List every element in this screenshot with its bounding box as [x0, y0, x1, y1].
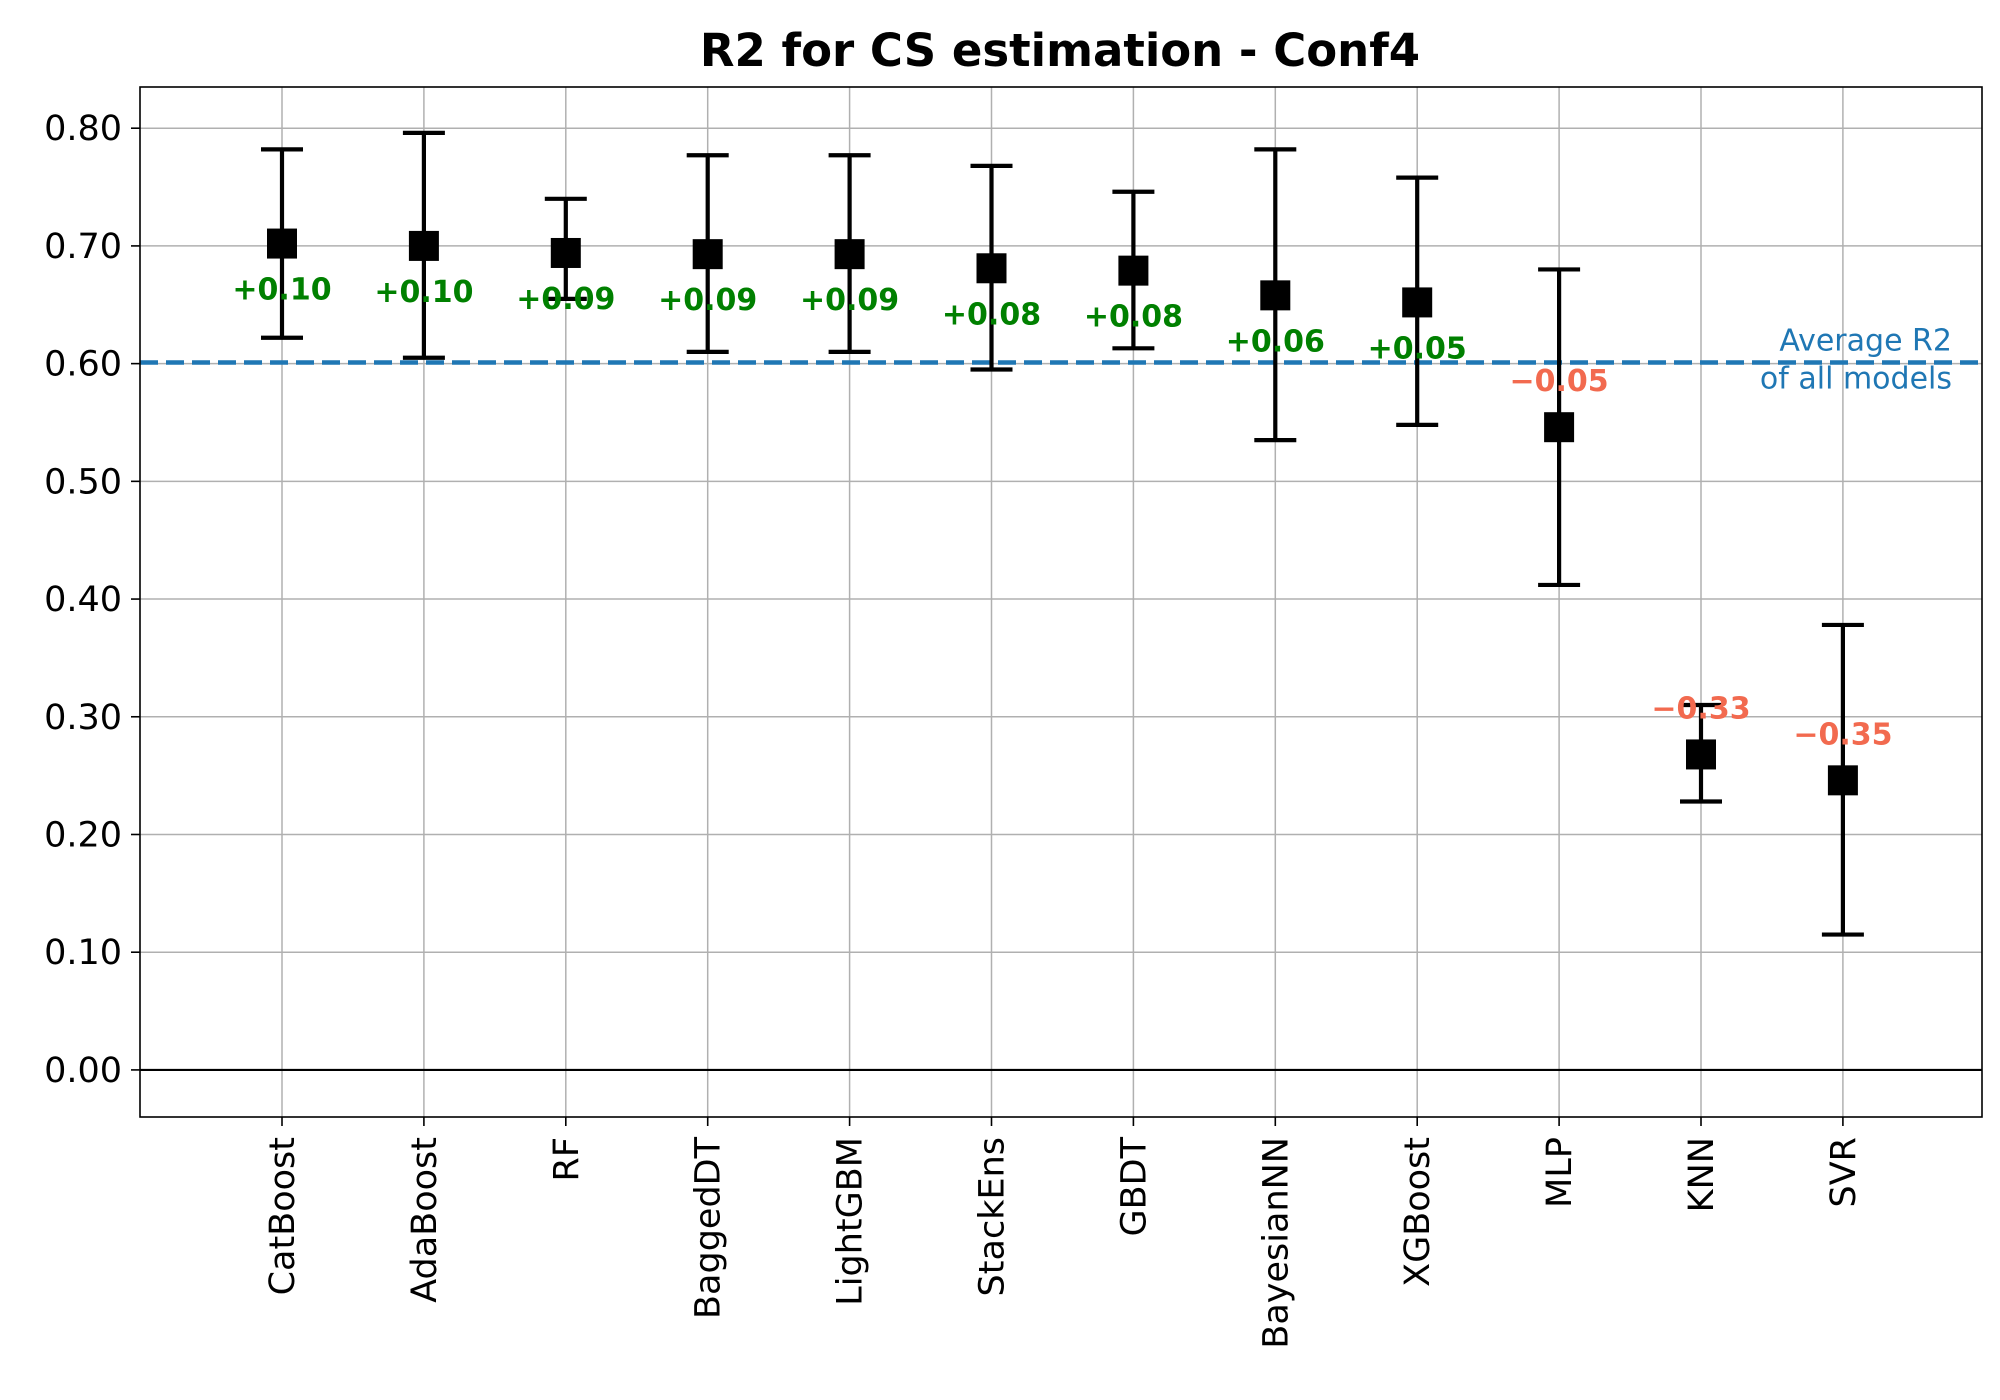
delta-label: −0.33 [1651, 691, 1750, 726]
x-tick-label: AdaBoost [405, 1137, 445, 1303]
x-tick-layer: CatBoost AdaBoost RF BaggedDT LightGBM StackE… [263, 1117, 1864, 1349]
delta-label: +0.08 [1084, 300, 1183, 335]
delta-label: +0.10 [232, 273, 331, 308]
y-tick-label: 0.50 [44, 462, 122, 502]
y-tick-label: 0.80 [44, 109, 122, 149]
delta-label: +0.09 [516, 282, 615, 317]
mean-marker [1544, 412, 1575, 443]
y-tick-label: 0.20 [44, 815, 122, 855]
mean-marker [1827, 765, 1858, 796]
mean-marker [1118, 255, 1149, 286]
delta-label-layer: +0.10 +0.10 +0.09 +0.09 +0.09 +0.08 +0.08 +0.06… [232, 273, 1892, 753]
mean-marker [267, 228, 297, 259]
mean-marker [692, 239, 723, 270]
mean-marker [1402, 287, 1433, 318]
delta-label: +0.05 [1368, 331, 1467, 366]
y-tick-label: 0.30 [44, 698, 122, 738]
average-label-line2: of all models [1760, 361, 1952, 396]
mean-marker [834, 239, 865, 270]
x-tick-label: GBDT [1114, 1136, 1154, 1236]
y-tick-label: 0.10 [44, 933, 122, 973]
delta-label: +0.09 [800, 283, 899, 318]
x-tick-label: XGBoost [1398, 1137, 1438, 1287]
delta-label: +0.10 [374, 275, 473, 310]
x-tick-label: BaggedDT [689, 1136, 729, 1319]
delta-label: +0.08 [942, 297, 1041, 332]
y-tick-label: 0.00 [44, 1051, 122, 1091]
y-tick-label: 0.70 [44, 227, 122, 267]
delta-label: +0.09 [658, 283, 757, 318]
x-tick-label: LightGBM [831, 1137, 871, 1306]
delta-label: −0.05 [1510, 364, 1609, 399]
x-tick-label: StackEns [973, 1137, 1013, 1296]
y-tick-label: 0.60 [44, 345, 122, 385]
x-tick-label: KNN [1682, 1137, 1722, 1212]
x-tick-label: MLP [1540, 1137, 1580, 1208]
delta-label: −0.35 [1793, 717, 1892, 752]
mean-marker [1686, 739, 1716, 770]
chart-title: R2 for CS estimation - Conf4 [700, 24, 1420, 77]
x-tick-label: CatBoost [263, 1137, 303, 1295]
delta-label: +0.06 [1226, 324, 1325, 359]
mean-marker [976, 253, 1007, 284]
average-label-line1: Average R2 [1779, 323, 1952, 358]
y-tick-label: 0.40 [44, 580, 122, 620]
marker-layer [267, 228, 1858, 796]
mean-marker [408, 230, 439, 261]
y-tick-layer: 0.00 0.10 0.20 0.30 0.40 0.50 0.60 0.70 0.80 [44, 109, 140, 1091]
x-tick-label: SVR [1824, 1137, 1864, 1207]
x-tick-label: BayesianNN [1256, 1137, 1296, 1349]
error-bar-layer [261, 130, 1864, 937]
plot-frame [139, 86, 1983, 1118]
mean-marker [550, 237, 581, 268]
mean-marker [1260, 280, 1291, 311]
x-tick-label: RF [547, 1137, 587, 1181]
